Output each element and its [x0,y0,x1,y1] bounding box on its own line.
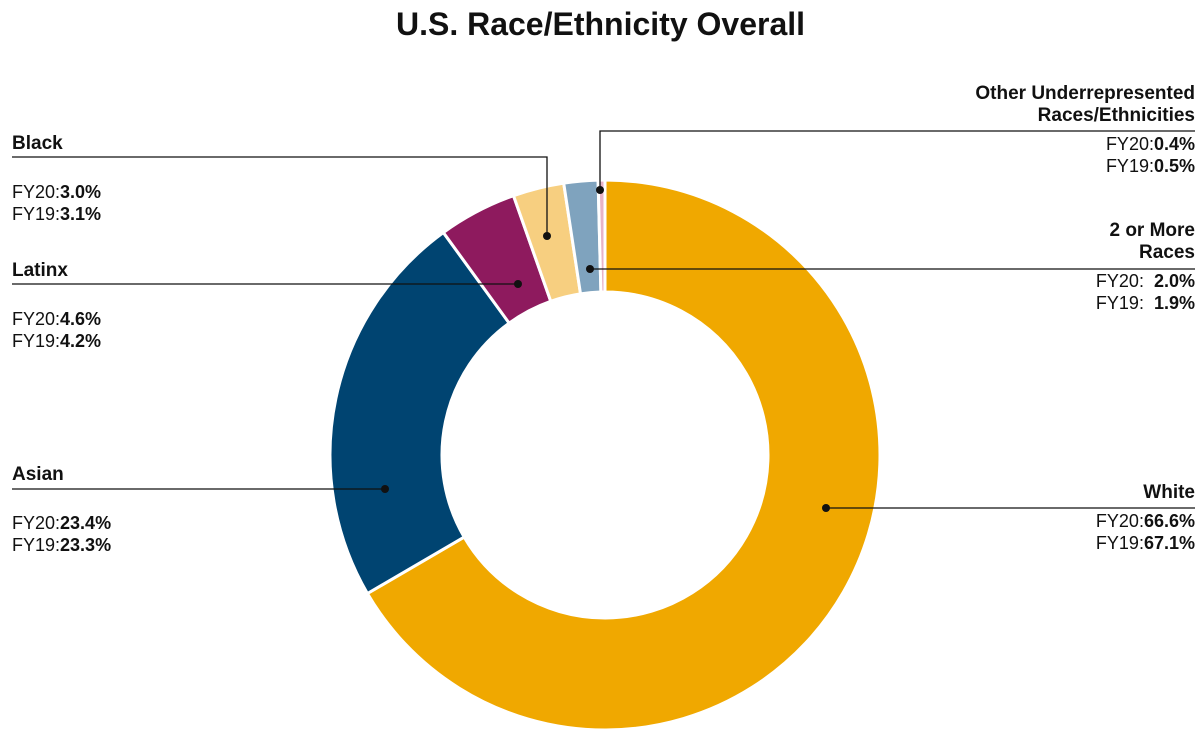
leader-dot [514,280,522,288]
value-line: FY19:23.3% [12,534,312,556]
value-label: 66.6% [1143,511,1195,531]
value-group: FY20:4.6% FY19:4.2% [12,308,312,352]
value-label: 0.4% [1153,134,1195,154]
leader-dot [596,186,604,194]
value-line: FY20:23.4% [12,512,312,534]
category-label: 2 or More Races [1109,220,1195,263]
leader-line [599,130,1195,190]
data-label: 2 or More Races FY20: 2.0% FY19: 1.9% [1075,220,1195,314]
series-name: FY20: [12,182,61,202]
leader-dot [822,504,830,512]
value-label: 2.0% [1153,271,1195,291]
data-label: White FY20:66.6% FY19:67.1% [895,482,1195,554]
series-name: FY20: [1095,271,1144,291]
leader-dot [543,232,551,240]
value-group: FY20:0.4% FY19:0.5% [895,133,1195,177]
value-label: 3.1% [60,204,102,224]
value-label: 4.6% [60,309,102,329]
leader-dot [586,265,594,273]
category-label: Other Underrepresented Races/Ethnicities [975,83,1195,126]
series-name: FY19: [12,331,61,351]
value-label: 3.0% [60,182,102,202]
category-label: White [1143,482,1195,503]
value-label: 67.1% [1143,533,1195,553]
value-line: FY19:0.5% [895,155,1195,177]
value-label: 1.9% [1153,293,1195,313]
value-label: 0.5% [1153,156,1195,176]
series-name: FY19: [1105,156,1154,176]
series-name: FY19: [12,204,61,224]
value-line: FY20: 2.0% [1075,270,1195,292]
value-line: FY20:0.4% [895,133,1195,155]
value-label: 23.4% [60,513,112,533]
value-group: FY20: 2.0% FY19: 1.9% [1075,270,1195,314]
leader-dot [381,485,389,493]
value-line: FY20:4.6% [12,308,312,330]
data-label: Other Underrepresented Races/Ethnicities… [895,83,1195,177]
category-label: Latinx [12,260,68,281]
series-name: FY20: [1105,134,1154,154]
series-name: FY19: [12,535,61,555]
data-label: Latinx FY20:4.6% FY19:4.2% [12,260,312,352]
value-group: FY20:23.4% FY19:23.3% [12,512,312,556]
series-name: FY20: [12,309,61,329]
value-line: FY19: 1.9% [1075,292,1195,314]
category-label: Asian [12,464,64,485]
value-line: FY19:67.1% [895,532,1195,554]
series-name: FY19: [1095,533,1144,553]
value-label: 23.3% [60,535,112,555]
value-line: FY20:3.0% [12,181,312,203]
value-label: 4.2% [60,331,102,351]
value-group: FY20:3.0% FY19:3.1% [12,181,312,225]
leader-line [12,156,548,236]
data-label: Black FY20:3.0% FY19:3.1% [12,133,312,225]
data-label: Asian FY20:23.4% FY19:23.3% [12,464,312,556]
value-group: FY20:66.6% FY19:67.1% [895,510,1195,554]
series-name: FY19: [1095,293,1144,313]
donut-segment [596,178,607,294]
value-line: FY19:3.1% [12,203,312,225]
value-line: FY20:66.6% [895,510,1195,532]
donut-segment [365,178,882,730]
chart-title: U.S. Race/Ethnicity Overall [395,6,806,42]
series-name: FY20: [12,513,61,533]
value-line: FY19:4.2% [12,330,312,352]
donut-segment [328,230,512,596]
series-name: FY20: [1095,511,1144,531]
category-label: Black [12,133,63,154]
